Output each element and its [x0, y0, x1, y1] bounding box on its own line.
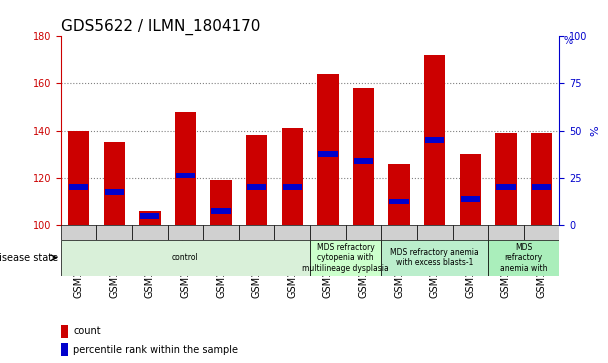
Bar: [139, 211, 161, 225]
Text: count: count: [74, 326, 101, 337]
Bar: [496, 184, 516, 190]
Bar: [390, 199, 409, 204]
FancyBboxPatch shape: [132, 225, 168, 240]
Bar: [174, 112, 196, 225]
Bar: [282, 128, 303, 225]
FancyBboxPatch shape: [97, 225, 132, 240]
Bar: [354, 158, 373, 164]
Bar: [212, 208, 230, 214]
FancyBboxPatch shape: [239, 225, 274, 240]
Y-axis label: %: %: [590, 125, 600, 136]
Bar: [61, 325, 68, 338]
FancyBboxPatch shape: [61, 240, 310, 276]
Bar: [532, 184, 551, 190]
Text: disease state: disease state: [0, 253, 58, 263]
FancyBboxPatch shape: [203, 225, 239, 240]
Bar: [105, 189, 124, 195]
FancyBboxPatch shape: [488, 240, 559, 276]
Text: MDS refractory anemia
with excess blasts-1: MDS refractory anemia with excess blasts…: [390, 248, 479, 268]
Bar: [496, 133, 517, 225]
Text: %: %: [564, 36, 573, 46]
FancyBboxPatch shape: [417, 225, 452, 240]
Bar: [389, 164, 410, 225]
Bar: [176, 172, 195, 179]
Bar: [69, 184, 88, 190]
Text: MDS refractory
cytopenia with
multilineage dysplasia: MDS refractory cytopenia with multilinea…: [302, 243, 389, 273]
FancyBboxPatch shape: [310, 240, 381, 276]
Bar: [61, 343, 68, 356]
FancyBboxPatch shape: [452, 225, 488, 240]
Bar: [247, 184, 266, 190]
Bar: [317, 74, 339, 225]
Text: percentile rank within the sample: percentile rank within the sample: [74, 344, 238, 355]
FancyBboxPatch shape: [488, 225, 523, 240]
Bar: [246, 135, 268, 225]
Text: MDS
refractory
anemia with: MDS refractory anemia with: [500, 243, 547, 273]
Bar: [140, 213, 159, 219]
Bar: [283, 184, 302, 190]
Bar: [353, 88, 374, 225]
Bar: [531, 133, 552, 225]
Bar: [424, 55, 446, 225]
Bar: [103, 142, 125, 225]
Bar: [210, 180, 232, 225]
FancyBboxPatch shape: [381, 225, 417, 240]
FancyBboxPatch shape: [310, 225, 346, 240]
Text: control: control: [172, 253, 199, 262]
Bar: [318, 151, 337, 157]
Bar: [68, 131, 89, 225]
Bar: [425, 137, 444, 143]
Bar: [460, 154, 481, 225]
FancyBboxPatch shape: [61, 225, 97, 240]
Bar: [461, 196, 480, 202]
FancyBboxPatch shape: [523, 225, 559, 240]
FancyBboxPatch shape: [381, 240, 488, 276]
FancyBboxPatch shape: [168, 225, 203, 240]
FancyBboxPatch shape: [274, 225, 310, 240]
Text: GDS5622 / ILMN_1804170: GDS5622 / ILMN_1804170: [61, 19, 260, 35]
FancyBboxPatch shape: [346, 225, 381, 240]
